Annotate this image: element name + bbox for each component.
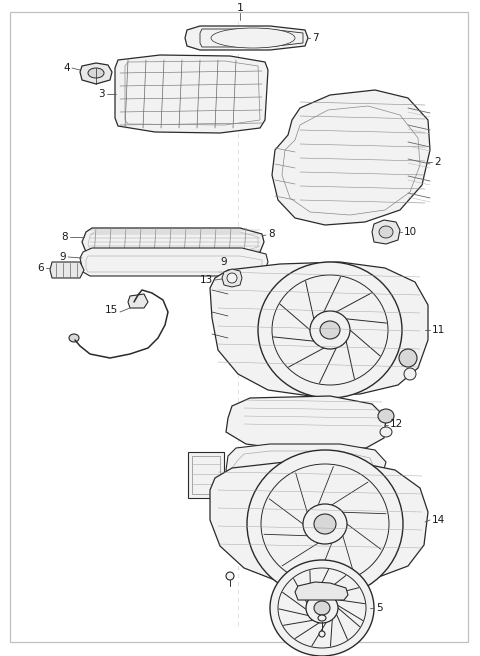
Ellipse shape xyxy=(247,450,403,598)
Text: 3: 3 xyxy=(98,89,105,99)
Polygon shape xyxy=(80,248,268,276)
Ellipse shape xyxy=(261,464,389,584)
Ellipse shape xyxy=(272,275,388,385)
Polygon shape xyxy=(50,262,84,278)
Polygon shape xyxy=(128,294,148,308)
Polygon shape xyxy=(80,63,112,84)
Polygon shape xyxy=(210,462,428,584)
Text: 13: 13 xyxy=(200,275,213,285)
Ellipse shape xyxy=(69,334,79,342)
Text: 8: 8 xyxy=(61,232,68,242)
Polygon shape xyxy=(115,55,268,133)
Polygon shape xyxy=(82,228,264,256)
Ellipse shape xyxy=(303,504,347,544)
Polygon shape xyxy=(210,262,428,396)
Text: 4: 4 xyxy=(63,63,70,73)
Polygon shape xyxy=(295,582,348,600)
Ellipse shape xyxy=(399,349,417,367)
Polygon shape xyxy=(226,444,386,488)
Ellipse shape xyxy=(258,262,402,398)
Ellipse shape xyxy=(226,572,234,580)
Text: 9: 9 xyxy=(60,252,66,262)
Polygon shape xyxy=(185,26,308,50)
Text: 15: 15 xyxy=(105,305,118,315)
Ellipse shape xyxy=(314,514,336,534)
Ellipse shape xyxy=(211,28,295,48)
Ellipse shape xyxy=(310,311,350,349)
Ellipse shape xyxy=(318,615,326,621)
Ellipse shape xyxy=(404,368,416,380)
Text: 8: 8 xyxy=(268,229,275,239)
Ellipse shape xyxy=(270,560,374,656)
Text: 12: 12 xyxy=(390,419,403,429)
Polygon shape xyxy=(226,396,386,450)
Ellipse shape xyxy=(278,568,366,648)
Text: 14: 14 xyxy=(432,515,445,525)
Text: 7: 7 xyxy=(312,33,319,43)
Bar xyxy=(188,452,224,498)
Polygon shape xyxy=(372,220,400,244)
Polygon shape xyxy=(222,269,242,287)
Text: 10: 10 xyxy=(404,227,417,237)
Text: 1: 1 xyxy=(237,3,243,13)
Ellipse shape xyxy=(378,409,394,423)
Text: 2: 2 xyxy=(434,157,441,167)
Text: 6: 6 xyxy=(37,263,44,273)
Polygon shape xyxy=(272,90,430,225)
Text: 11: 11 xyxy=(432,325,445,335)
Ellipse shape xyxy=(379,226,393,238)
Text: 9: 9 xyxy=(221,257,228,267)
Bar xyxy=(192,456,220,494)
Ellipse shape xyxy=(88,68,104,78)
Text: 5: 5 xyxy=(376,603,383,613)
Ellipse shape xyxy=(227,273,237,283)
Ellipse shape xyxy=(320,321,340,339)
Ellipse shape xyxy=(314,601,330,615)
Ellipse shape xyxy=(319,631,325,637)
Ellipse shape xyxy=(380,427,392,437)
Ellipse shape xyxy=(306,593,338,623)
